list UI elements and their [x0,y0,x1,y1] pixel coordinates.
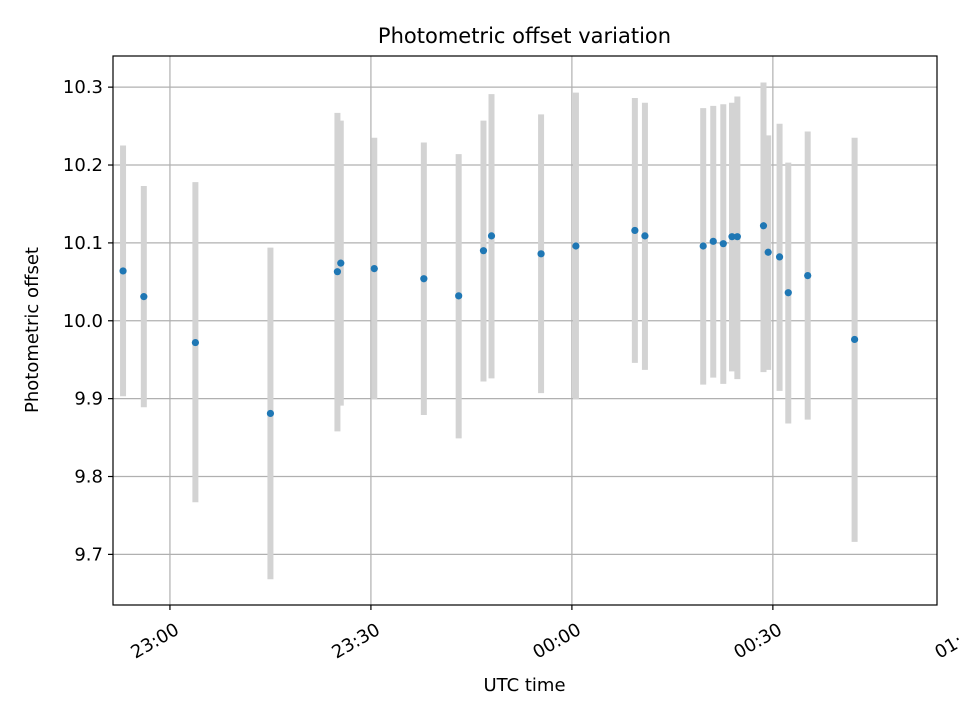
data-point [804,272,812,280]
data-point [479,247,488,255]
data-point [784,289,792,297]
data-point [420,275,428,283]
y-tick-label: 10.1 [63,233,103,254]
data-point [370,264,378,273]
y-tick-label: 10.3 [63,77,103,98]
data-point [719,240,727,248]
data-point [487,232,496,240]
y-tick-label: 9.8 [74,467,103,488]
data-point [733,233,741,241]
data-point [759,222,768,230]
chart-title: Photometric offset variation [378,24,671,48]
y-tick-label: 9.9 [74,389,103,410]
y-tick-label: 10.0 [63,311,103,332]
grid [113,56,937,605]
data-point [631,226,639,235]
data-point [764,248,772,256]
data-point [572,242,580,250]
data-point [728,233,736,241]
data-point [266,409,275,418]
plot-frame [112,55,938,606]
data-point [455,292,463,300]
data-point [119,267,127,275]
y-tick-label: 9.7 [74,544,103,565]
x-axis-title: UTC time [483,675,565,696]
y-tick-label: 10.2 [63,155,103,176]
y-axis-title: Photometric offset [22,247,43,413]
data-point [775,253,784,261]
data-point [851,335,859,344]
data-point [537,250,545,258]
data-point [333,268,342,276]
data-point [337,259,345,267]
data-points [119,222,859,418]
y-axis-ticks: 9.7 9.8 9.9 10.0 10.1 10.2 10.3 [63,77,113,565]
data-point [641,232,649,240]
data-point [699,242,707,250]
data-point [191,338,199,347]
data-point [140,293,148,301]
data-point [709,237,717,245]
